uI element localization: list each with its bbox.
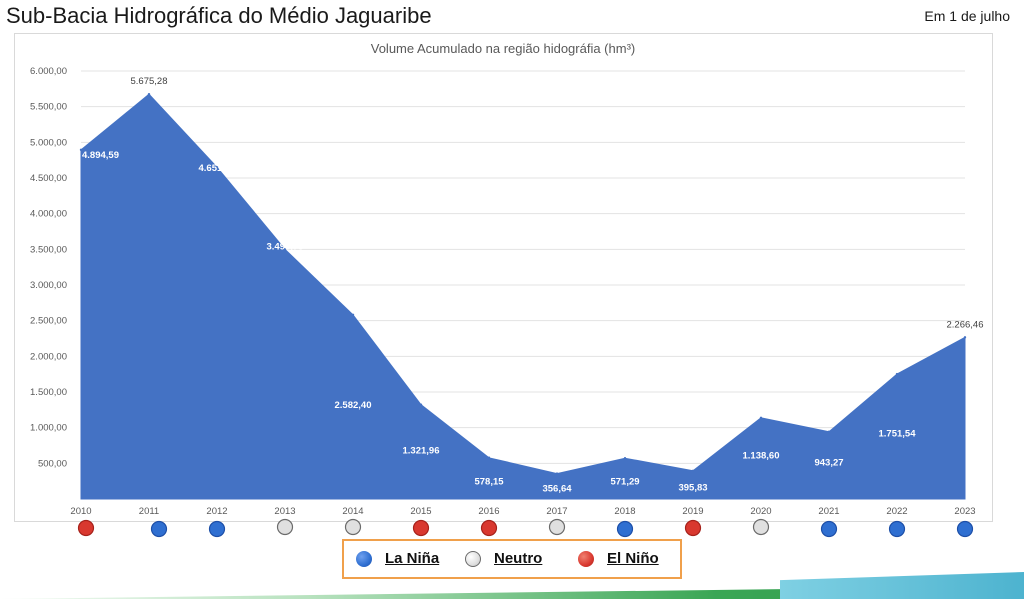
la-nina-dot-icon [356, 550, 372, 567]
x-tick-label: 2020 [750, 506, 771, 517]
y-tick-label: 3.500,00 [30, 244, 67, 255]
enso-el-nino-marker [480, 519, 498, 537]
data-point [79, 148, 83, 152]
x-tick-label: 2011 [139, 506, 159, 517]
data-label: 4.894,59 [82, 150, 119, 161]
enso-la-nina-marker [208, 520, 226, 538]
y-tick-label: 6.000,00 [30, 66, 67, 77]
data-label: 1.751,54 [879, 429, 917, 440]
date-label: Em 1 de julho [924, 8, 1010, 24]
data-label: 571,29 [610, 477, 639, 488]
data-label: 2.266,46 [947, 319, 984, 330]
data-point [555, 472, 559, 475]
y-tick-label: 1.500,00 [30, 387, 67, 398]
y-tick-label: 5.500,00 [30, 102, 67, 113]
data-label: 4.651,80 [199, 163, 236, 174]
x-tick-label: 2012 [206, 506, 227, 517]
enso-el-nino-marker [77, 519, 95, 537]
chart-title: Volume Acumulado na região hidográfia (h… [371, 41, 635, 56]
enso-neutro-marker [344, 518, 362, 536]
data-label: 395,83 [678, 482, 707, 493]
data-point [691, 469, 695, 472]
y-tick-label: 1.000,00 [30, 423, 67, 434]
x-tick-label: 2013 [274, 506, 295, 517]
data-point [759, 416, 763, 419]
data-label: 1.321,96 [403, 446, 440, 457]
legend-label-neutro: Neutro [494, 550, 543, 567]
x-tick-label: 2021 [818, 506, 839, 517]
data-label: 578,15 [474, 476, 504, 487]
data-label: 3.499,79 [267, 241, 304, 252]
x-tick-label: 2015 [410, 506, 431, 517]
enso-neutro-marker [276, 518, 294, 536]
legend-item-neutro: Neutro [465, 550, 542, 567]
x-tick-label: 2016 [478, 506, 499, 517]
data-point [623, 457, 627, 460]
enso-la-nina-marker [956, 520, 974, 538]
enso-la-nina-marker [820, 520, 838, 538]
data-point [215, 165, 219, 169]
enso-la-nina-marker [150, 520, 168, 538]
y-tick-label: 4.000,00 [30, 209, 67, 220]
data-label: 5.675,28 [131, 76, 168, 87]
data-point [827, 430, 831, 433]
y-tick-label: 5.000,00 [30, 137, 67, 148]
x-tick-label: 2017 [546, 506, 567, 517]
x-tick-label: 2023 [954, 506, 975, 517]
y-tick-label: 4.500,00 [30, 173, 67, 184]
data-point [351, 313, 355, 316]
enso-legend: La Niña Neutro El Niño [342, 539, 682, 579]
data-label: 2.582,40 [335, 400, 372, 411]
legend-item-la-nina: La Niña [356, 550, 439, 567]
data-point [147, 92, 151, 96]
data-point [283, 248, 287, 251]
enso-neutro-marker [548, 518, 566, 536]
el-nino-dot-icon [578, 550, 594, 567]
neutro-dot-icon [465, 550, 481, 567]
enso-el-nino-marker [684, 519, 702, 537]
data-point [895, 372, 899, 376]
x-tick-label: 2019 [682, 506, 703, 517]
y-tick-label: 3.000,00 [30, 280, 67, 291]
data-label: 943,27 [814, 457, 843, 468]
data-label: 356,64 [542, 484, 572, 495]
data-label: 1.138,60 [743, 450, 780, 461]
legend-label-el-nino: El Niño [607, 550, 659, 567]
legend-label-la-nina: La Niña [385, 550, 440, 567]
enso-neutro-marker [752, 518, 770, 536]
data-point [487, 456, 491, 459]
volume-area-series [80, 93, 966, 500]
x-tick-label: 2018 [614, 506, 635, 517]
y-tick-label: 2.000,00 [30, 351, 67, 362]
enso-el-nino-marker [412, 519, 430, 537]
x-tick-label: 2022 [886, 506, 907, 517]
page-title: Sub-Bacia Hidrográfica do Médio Jaguarib… [6, 3, 432, 28]
data-point [419, 403, 423, 406]
y-tick-label: 2.500,00 [30, 316, 67, 327]
x-tick-label: 2010 [70, 506, 91, 517]
enso-la-nina-marker [888, 520, 906, 538]
enso-la-nina-marker [616, 520, 634, 538]
x-tick-label: 2014 [342, 506, 363, 517]
y-tick-label: 500,00 [38, 458, 67, 469]
legend-item-el-nino: El Niño [578, 550, 659, 567]
data-point [963, 336, 967, 339]
